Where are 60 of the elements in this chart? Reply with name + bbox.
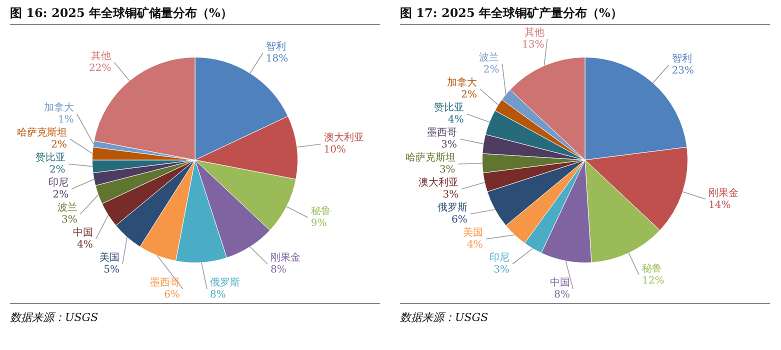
data-label: 23% [672, 66, 694, 77]
slice-label: 秘鲁 [642, 262, 662, 274]
slice-label: 印尼 [48, 176, 69, 189]
slice-label: 印尼 [490, 252, 510, 264]
data-label: 8% [210, 290, 226, 301]
data-label: 4% [77, 240, 93, 251]
slice-label: 中国 [550, 276, 570, 289]
slice-label: 其他 [91, 50, 112, 62]
slice-label: 中国 [72, 226, 93, 239]
data-label: 10% [324, 144, 346, 156]
slice-label: 澳大利亚 [418, 176, 459, 189]
data-label: 12% [642, 275, 664, 286]
slice-label: 哈萨克斯坦 [405, 152, 456, 164]
data-label: 3% [61, 214, 78, 226]
data-label: 8% [270, 264, 286, 276]
data-label: 5% [104, 264, 120, 276]
slice-label: 赞比亚 [35, 152, 66, 164]
data-label: 6% [451, 214, 468, 226]
data-label: 13% [522, 40, 544, 51]
slice-label: 智利 [672, 52, 692, 65]
data-label: 9% [310, 218, 327, 230]
data-label: 3% [494, 264, 510, 276]
slice-label: 刚果金 [270, 252, 300, 264]
slice-label: 刚果金 [708, 186, 739, 199]
data-label: 8% [554, 290, 570, 301]
source-note: 数据来源：USGS [400, 303, 770, 325]
chart-title: 图 16: 2025 年全球铜矿储量分布（%） [10, 2, 380, 25]
data-label: 22% [88, 62, 112, 74]
data-label: 2% [49, 164, 66, 176]
data-label: 3% [442, 190, 459, 201]
slice-label: 波兰 [479, 52, 500, 64]
data-label: 1% [58, 114, 74, 126]
data-label: 14% [708, 200, 731, 211]
slice-label: 其他 [524, 26, 544, 39]
chart-title: 图 17: 2025 年全球铜矿产量分布（%） [400, 2, 770, 25]
slice-label: 墨西哥 [427, 128, 457, 139]
slice-label: 智利 [266, 40, 286, 53]
slice-label: 加拿大 [447, 76, 477, 89]
slice-label: 波兰 [57, 202, 78, 214]
slice-label: 澳大利亚 [324, 132, 364, 144]
slice-label: 俄罗斯 [437, 202, 468, 214]
data-label: 4% [448, 114, 464, 126]
source-note: 数据来源：USGS [10, 303, 380, 325]
slice-label: 哈萨克斯坦 [17, 126, 67, 139]
data-label: 2% [461, 90, 477, 101]
data-label: 2% [51, 140, 67, 151]
data-label: 6% [164, 290, 180, 301]
slice-label: 秘鲁 [310, 205, 331, 218]
data-label: 2% [483, 64, 500, 76]
slice-label: 赞比亚 [434, 102, 464, 114]
data-label: 18% [266, 54, 288, 65]
data-label: 2% [52, 190, 69, 201]
data-label: 3% [439, 164, 456, 176]
slice-label: 俄罗斯 [210, 276, 240, 289]
slice-label: 美国 [462, 226, 483, 239]
data-label: 3% [441, 140, 457, 151]
slice-label: 墨西哥 [150, 278, 180, 289]
data-label: 4% [467, 240, 483, 251]
slice-label: 美国 [100, 252, 120, 264]
slice-label: 加拿大 [44, 102, 74, 114]
